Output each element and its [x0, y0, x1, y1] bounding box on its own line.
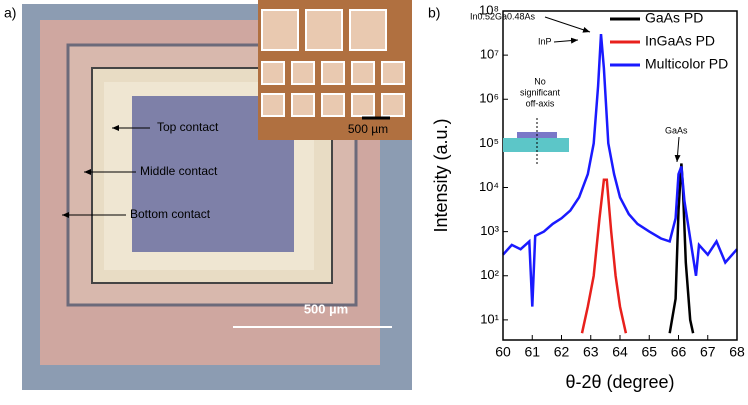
- y-tick-label: 10¹: [480, 311, 499, 326]
- inset-substrate: [503, 138, 569, 152]
- x-tick-label: 67: [700, 344, 716, 360]
- inset-text: off-axis: [526, 98, 555, 108]
- annotation: In0.52Ga0.48As: [470, 11, 536, 21]
- series-line: [580, 178, 628, 334]
- y-tick-label: 10⁶: [479, 91, 499, 106]
- annotation: Middle contact: [140, 164, 218, 178]
- x-tick-label: 62: [554, 344, 570, 360]
- annotation-arrow: [674, 136, 681, 163]
- y-tick-label: 10³: [480, 223, 499, 238]
- y-axis-label: Intensity (a.u.): [431, 118, 451, 232]
- series-line: [668, 163, 695, 334]
- inset-scale-text: 500 µm: [348, 122, 388, 136]
- annotation-arrow: [544, 16, 591, 33]
- x-tick-label: 63: [583, 344, 599, 360]
- inset-text: significant: [520, 87, 561, 97]
- x-tick-label: 68: [729, 344, 745, 360]
- x-axis-label: θ-2θ (degree): [565, 372, 674, 392]
- annotation: InP: [538, 36, 552, 46]
- annotation-arrow: [553, 37, 579, 44]
- inset-pads: [261, 9, 405, 117]
- inset-text: No: [534, 76, 546, 86]
- x-tick-label: 60: [495, 344, 511, 360]
- x-tick-label: 65: [641, 344, 657, 360]
- y-tick-label: 10⁷: [480, 47, 499, 62]
- annotation: Bottom contact: [130, 207, 211, 221]
- y-tick-label: 10⁴: [479, 179, 499, 194]
- series-line: [502, 33, 738, 307]
- annotation: Top contact: [157, 120, 219, 134]
- panel-b: b) 60 61 62 63 64 65 66 67 68 10¹ 10² 10³ 10⁴ 10⁵ 10⁶ 10…: [428, 2, 745, 391]
- legend-label: InGaAs PD: [645, 33, 715, 49]
- panel-label: b): [428, 5, 440, 21]
- x-tick-label: 66: [671, 344, 687, 360]
- x-tick-label: 61: [524, 344, 540, 360]
- panel-a: a) 500 µm Top contact Middle contact Bot…: [4, 0, 412, 390]
- y-tick-label: 10⁵: [479, 135, 499, 150]
- legend-label: GaAs PD: [645, 10, 703, 26]
- scale-text: 500 µm: [304, 301, 348, 316]
- panel-label: a): [4, 5, 16, 21]
- legend-label: Multicolor PD: [645, 56, 728, 72]
- annotation: GaAs: [665, 125, 688, 135]
- y-tick-label: 10⁸: [479, 2, 499, 17]
- x-tick-label: 64: [612, 344, 628, 360]
- y-tick-label: 10²: [480, 267, 499, 282]
